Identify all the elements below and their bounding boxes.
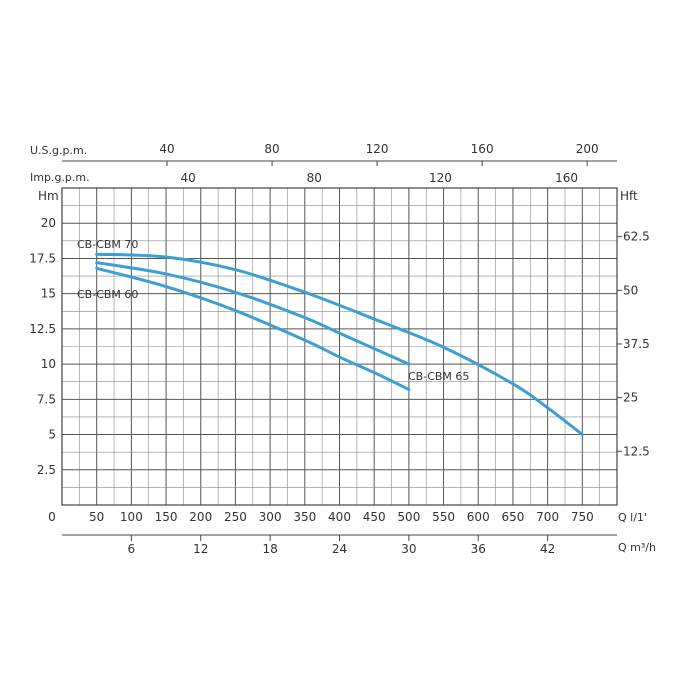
x-tick-label: 400	[328, 510, 351, 524]
impgpm-tick-label: 160	[555, 171, 578, 185]
x-tick-label: 350	[293, 510, 316, 524]
impgpm-tick-label: 80	[307, 171, 322, 185]
x-tick-label: 300	[259, 510, 282, 524]
x-secondary-tick-label: 24	[332, 542, 347, 556]
y-right-tick-label: 25	[623, 391, 638, 405]
x-tick-label: 150	[155, 510, 178, 524]
y-tick-label: 5	[48, 428, 56, 442]
y-right-tick-label: 62.5	[623, 230, 650, 244]
y-axes: 2.5 5 7.5 10 12.5 15 17.5 20 12.5 25 37.5 50 62.5	[29, 216, 649, 477]
x-secondary-axis-unit-label: Q m³/h	[618, 541, 656, 554]
series-label-cbm-70: CB-CBM 70	[77, 238, 138, 251]
x-secondary-tick-label: 12	[193, 542, 208, 556]
x-tick-label: 100	[120, 510, 143, 524]
x-tick-label: 550	[432, 510, 455, 524]
impgpm-axis-label: Imp.g.p.m.	[30, 171, 90, 184]
x-secondary-tick-label: 42	[540, 542, 555, 556]
x-secondary-tick-label: 36	[471, 542, 486, 556]
y-tick-label: 17.5	[29, 251, 56, 265]
pump-curves	[95, 252, 584, 437]
x-tick-label: 750	[571, 510, 594, 524]
curve-cb-cbm-60	[95, 266, 411, 391]
x-secondary-tick-label: 30	[401, 542, 416, 556]
series-label-cbm-60: CB-CBM 60	[77, 288, 138, 301]
usgpm-tick-label: 160	[471, 142, 494, 156]
y-right-axis-label: Hft	[620, 189, 638, 203]
x-tick-label: 0	[48, 510, 56, 524]
x-tick-label: 450	[363, 510, 386, 524]
series-labels: CB-CBM 70 CB-CBM 60 CB-CBM 65	[77, 238, 469, 383]
curve-cb-cbm-65	[95, 261, 411, 366]
usgpm-tick-label: 200	[576, 142, 599, 156]
y-right-tick-label: 37.5	[623, 337, 650, 351]
impgpm-tick-label: 120	[429, 171, 452, 185]
plot-frame	[61, 187, 618, 506]
x-tick-label: 200	[189, 510, 212, 524]
y-right-tick-label: 12.5	[623, 444, 650, 458]
usgpm-tick-label: 40	[159, 142, 174, 156]
y-tick-label: 15	[41, 287, 56, 301]
usgpm-tick-label: 120	[366, 142, 389, 156]
usgpm-axis-label: U.S.g.p.m.	[30, 144, 87, 157]
top-axes: 40 80 120 160 200 40 80 120 160	[62, 142, 617, 185]
y-tick-label: 12.5	[29, 322, 56, 336]
y-right-tick-label: 50	[623, 283, 638, 297]
y-tick-label: 2.5	[37, 463, 56, 477]
x-tick-label: 600	[467, 510, 490, 524]
y-tick-label: 10	[41, 357, 56, 371]
bottom-axes: 0 50 100 150 200 250 300 350 400 450 500 550 600 650 7…	[48, 510, 617, 556]
x-axis-unit-label: Q l/1'	[618, 511, 647, 524]
x-tick-label: 700	[536, 510, 559, 524]
y-tick-label: 7.5	[37, 392, 56, 406]
y-tick-label: 20	[41, 216, 56, 230]
x-tick-label: 650	[501, 510, 524, 524]
chart-grid	[61, 187, 618, 506]
x-secondary-tick-label: 6	[128, 542, 136, 556]
curve-cb-cbm-70	[95, 252, 584, 437]
usgpm-tick-label: 80	[264, 142, 279, 156]
x-secondary-tick-label: 18	[262, 542, 277, 556]
series-label-cbm-65: CB-CBM 65	[408, 370, 469, 383]
impgpm-tick-label: 40	[181, 171, 196, 185]
y-left-axis-label: Hm	[38, 189, 59, 203]
axis-unit-labels: U.S.g.p.m. Imp.g.p.m. Hm Hft Q l/1' Q m³…	[30, 144, 656, 554]
x-tick-label: 50	[89, 510, 104, 524]
x-tick-label: 250	[224, 510, 247, 524]
x-tick-label: 500	[397, 510, 420, 524]
